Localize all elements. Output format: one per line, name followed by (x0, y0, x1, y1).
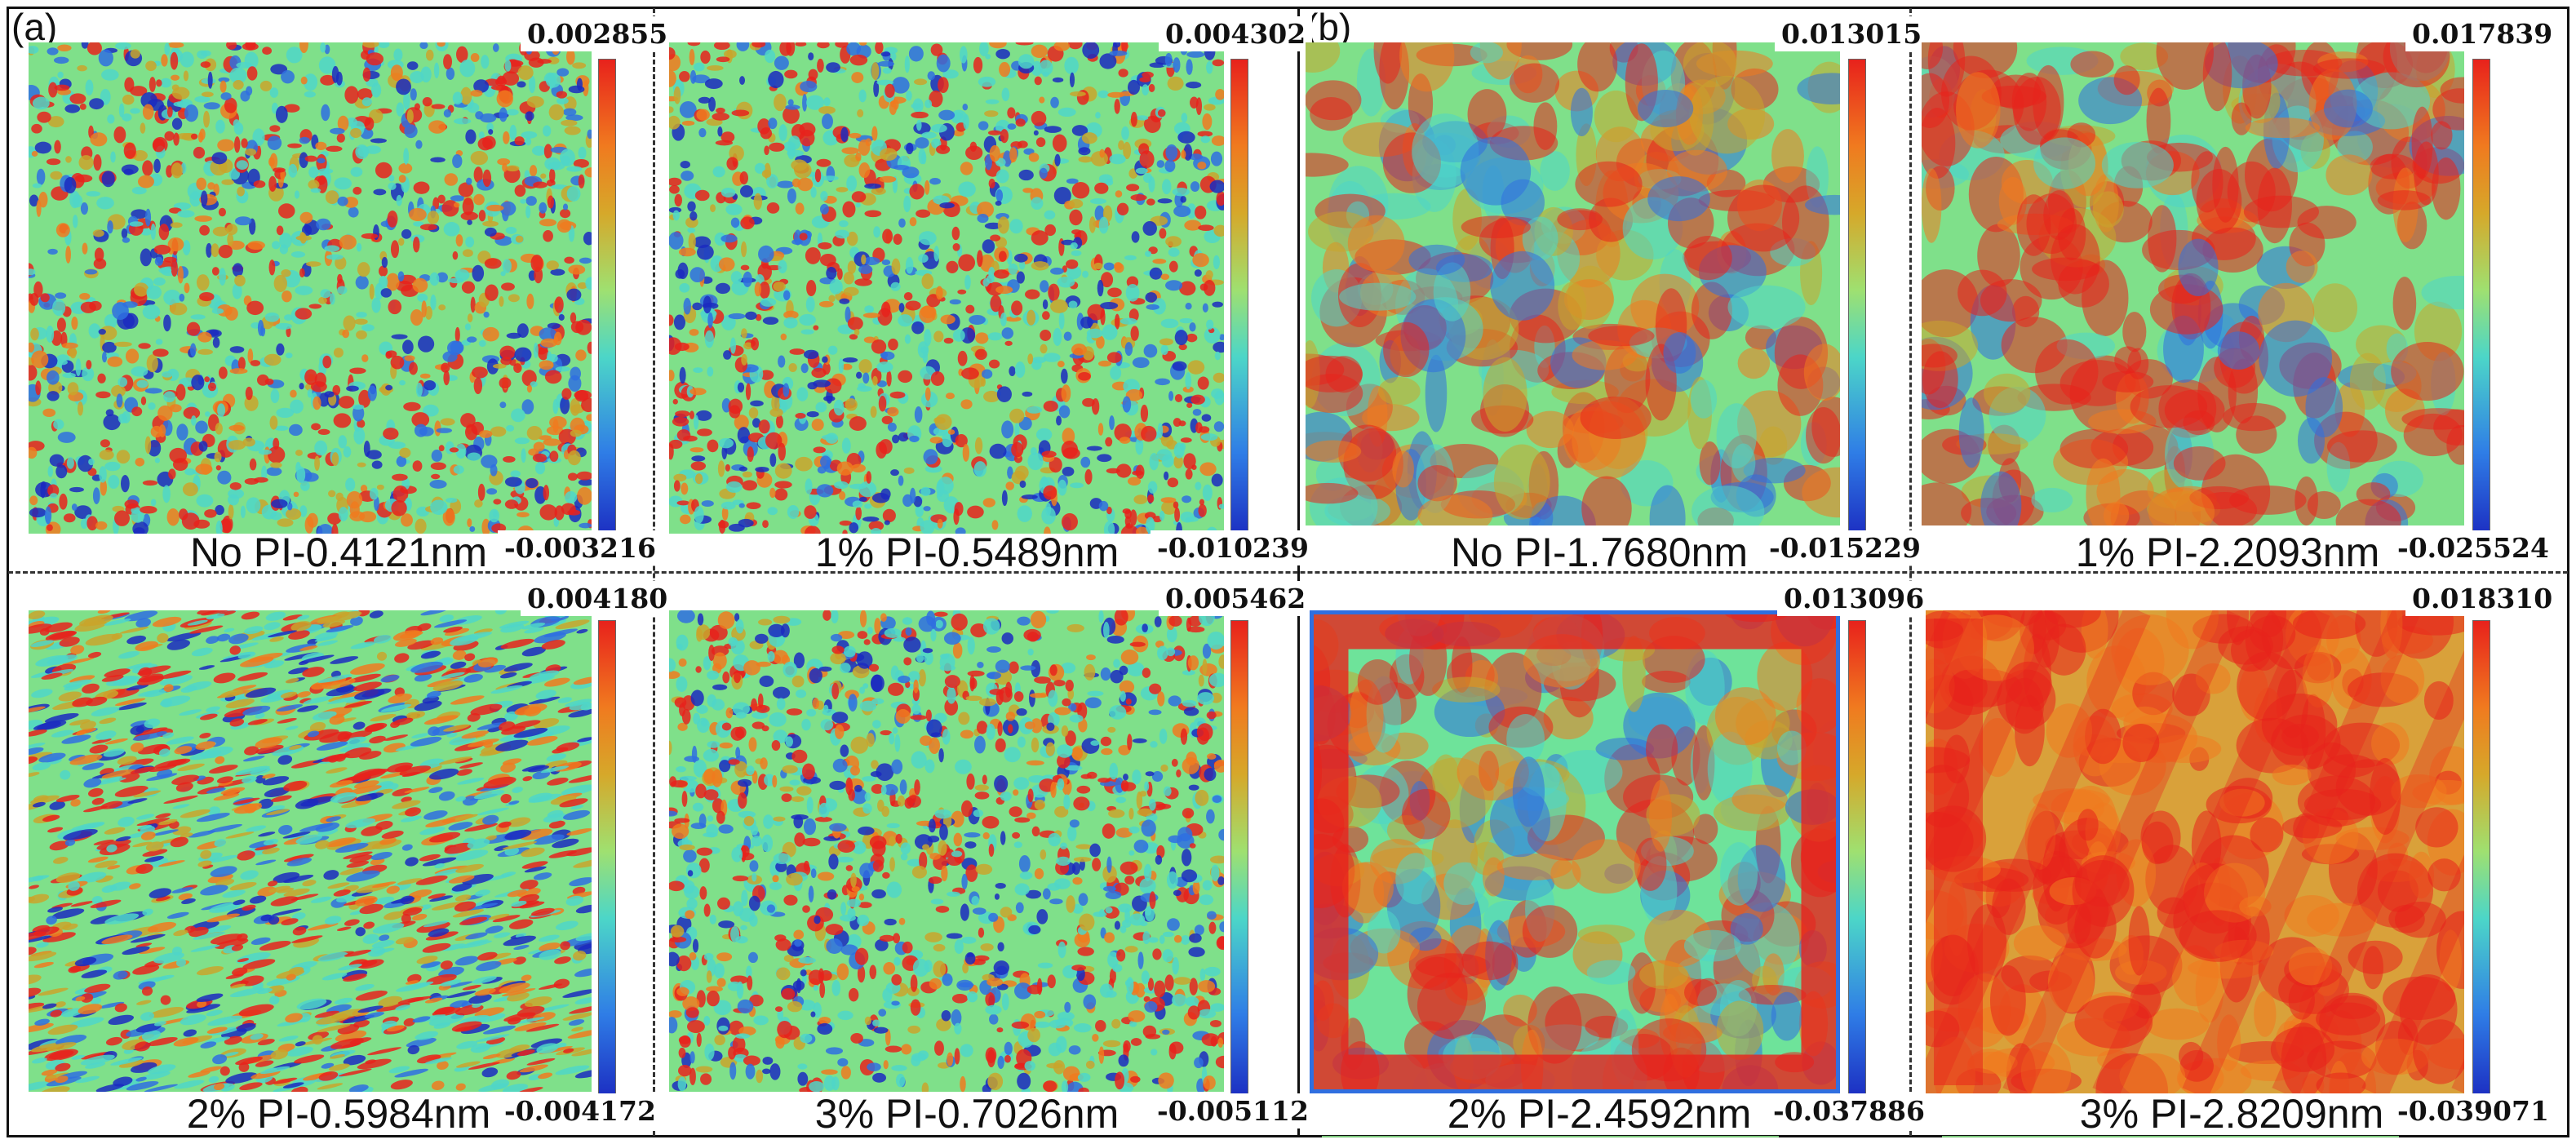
height-map-panel-2 (669, 42, 1224, 534)
colorbar-panel-2 (1230, 59, 1248, 540)
caption-panel-1: No PI-0.4121nm (189, 530, 488, 575)
colorbar-max-panel-8: 0.018310 (2405, 581, 2560, 616)
caption-panel-8: 3% PI-2.8209nm (2079, 1091, 2384, 1137)
colorbar-max-panel-7: 0.013096 (1777, 581, 1931, 616)
height-map-panel-5 (29, 610, 592, 1092)
divider-horizontal (8, 571, 2568, 574)
colorbar-min-panel-4: -0.025524 (2391, 530, 2556, 565)
colorbar-panel-4 (2472, 59, 2490, 540)
colorbar-panel-1 (598, 59, 616, 540)
colorbar-max-panel-2: 0.004302 (1159, 16, 1313, 51)
colorbar-min-panel-5: -0.004172 (498, 1093, 663, 1128)
colorbar-min-panel-7: -0.037886 (1767, 1093, 1931, 1128)
caption-panel-2: 1% PI-0.5489nm (814, 530, 1120, 575)
colorbar-panel-5 (598, 620, 616, 1102)
baseline-panel-7 (1322, 1136, 1779, 1137)
colorbar-max-panel-1: 0.002855 (521, 16, 675, 51)
caption-panel-3: No PI-1.7680nm (1450, 530, 1749, 575)
height-map-panel-1 (29, 42, 592, 534)
caption-panel-7: 2% PI-2.4592nm (1447, 1091, 1752, 1137)
colorbar-max-panel-5: 0.004180 (521, 581, 675, 616)
height-map-panel-7 (1310, 610, 1840, 1093)
caption-panel-4: 1% PI-2.2093nm (2075, 530, 2380, 575)
colorbar-min-panel-3: -0.015229 (1762, 530, 1927, 565)
colorbar-max-panel-3: 0.013015 (1775, 16, 1929, 51)
colorbar-panel-3 (1848, 59, 1866, 540)
height-map-panel-8 (1926, 610, 2464, 1093)
height-map-panel-3 (1306, 42, 1840, 525)
panel-label-a: (a) (11, 6, 58, 48)
panel-label-b: (b) (1306, 6, 1352, 48)
colorbar-panel-6 (1230, 620, 1248, 1102)
colorbar-min-panel-1: -0.003216 (498, 530, 663, 565)
height-map-panel-6 (669, 610, 1224, 1092)
colorbar-min-panel-6: -0.005112 (1151, 1093, 1315, 1128)
colorbar-max-panel-4: 0.017839 (2405, 16, 2560, 51)
colorbar-min-panel-2: -0.010239 (1151, 530, 1315, 565)
colorbar-min-panel-8: -0.039071 (2391, 1093, 2556, 1128)
caption-panel-6: 3% PI-0.7026nm (814, 1091, 1120, 1137)
colorbar-panel-7 (1848, 620, 1866, 1102)
caption-panel-5: 2% PI-0.5984nm (186, 1091, 491, 1137)
baseline-panel-8 (1942, 1136, 2399, 1137)
height-map-panel-4 (1922, 42, 2464, 525)
figure-frame (7, 7, 2569, 1137)
colorbar-panel-8 (2472, 620, 2490, 1102)
colorbar-max-panel-6: 0.005462 (1159, 581, 1313, 616)
